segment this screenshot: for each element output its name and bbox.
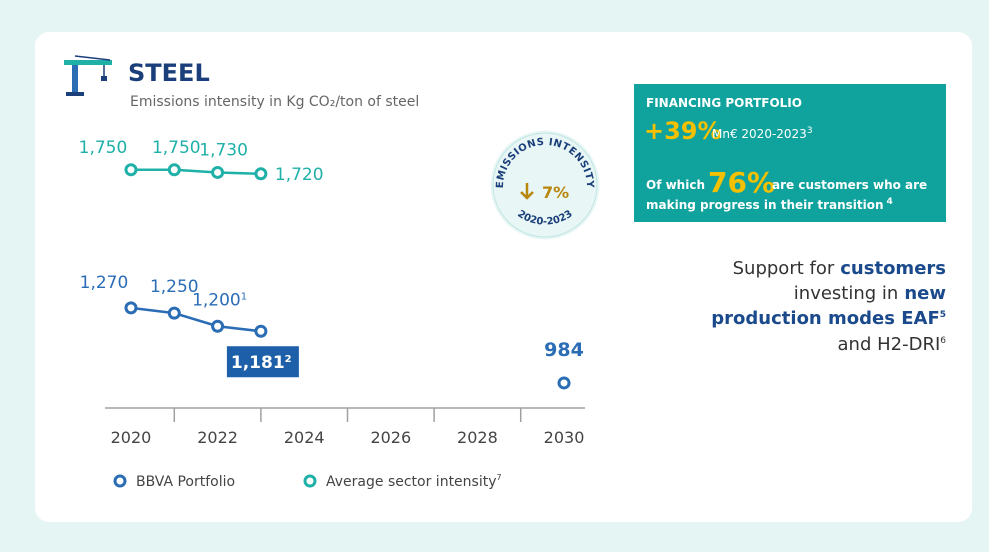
- value-label: 1,720: [275, 165, 324, 185]
- value-label: 1,2001: [192, 290, 247, 310]
- value-label: 1,750: [152, 138, 201, 158]
- financing-title: FINANCING PORTFOLIO: [646, 96, 802, 110]
- x-tick-label: 2028: [457, 428, 498, 447]
- value-label-text: 1,750: [79, 138, 128, 158]
- data-point: [124, 163, 138, 177]
- x-tick-label: 2022: [197, 428, 238, 447]
- value-label-note: 2: [285, 354, 292, 365]
- share: 76%: [708, 166, 775, 199]
- share-text2: making progress in their transition: [646, 198, 884, 212]
- down-arrow: [520, 183, 534, 200]
- value-label: 1,750: [79, 138, 128, 158]
- legend-text: BBVA Portfolio: [136, 474, 235, 490]
- support-plain: and H2-DRI: [838, 334, 941, 355]
- share-text: are customers who are: [772, 178, 927, 192]
- support-line: Support for customers: [733, 258, 946, 279]
- value-label: 1,730: [199, 140, 248, 160]
- data-point: [211, 165, 225, 179]
- legend-note: 7: [497, 473, 502, 482]
- financing-growth-text: Mn€ 2020-20233: [712, 126, 813, 141]
- financing-bg: [634, 84, 946, 222]
- legend-marker: [113, 474, 127, 488]
- value-label-text: 1,270: [80, 273, 129, 293]
- badge-ring: [492, 132, 598, 238]
- growth-ref: 3: [807, 126, 813, 136]
- value-label-text: 1,181: [231, 353, 285, 373]
- share-text-2: making progress in their transition 4: [646, 197, 893, 212]
- data-point: [167, 306, 181, 320]
- support-text: Support for customers investing in new pro…: [711, 258, 946, 355]
- data-point: [254, 324, 268, 338]
- data-point: [254, 167, 268, 181]
- support-ref: 6: [940, 336, 946, 346]
- value-label-text: 1,250: [150, 277, 199, 297]
- value-label-text: 984: [544, 339, 584, 361]
- financing-box: FINANCING PORTFOLIO +39% Mn€ 2020-20233 …: [634, 84, 946, 222]
- legend-label: Average sector intensity7: [326, 473, 502, 490]
- share-ref: 4: [887, 197, 893, 207]
- value-label-box: [226, 346, 299, 378]
- value-label: 1,270: [80, 273, 129, 293]
- support-plain: Support for: [733, 258, 835, 279]
- support-line: and H2-DRI6: [838, 334, 947, 355]
- support-line: investing in new: [794, 283, 946, 304]
- value-label-text: 1,200: [192, 290, 241, 310]
- x-tick-label: 2030: [544, 428, 585, 447]
- financing-growth: +39%: [644, 117, 722, 145]
- badge-change: 7%: [542, 183, 569, 202]
- value-label: 984: [544, 339, 584, 361]
- value-label-note: 1: [241, 291, 247, 302]
- badge: EMISSIONS INTENSITY 2020-2023 7%: [487, 127, 603, 243]
- title: STEEL: [128, 59, 210, 87]
- data-point: [167, 163, 181, 177]
- series-line: [130, 168, 261, 176]
- support-ref: 5: [940, 310, 946, 320]
- x-tick-label: 2024: [284, 428, 325, 447]
- crane-icon: [64, 55, 112, 96]
- value-label: 1,1812: [231, 353, 292, 373]
- growth-text: Mn€ 2020-2023: [712, 127, 807, 141]
- value-label-text: 1,750: [152, 138, 201, 158]
- data-point: [211, 319, 225, 333]
- value-label-text: 1,730: [199, 140, 248, 160]
- data-point: [124, 301, 138, 315]
- legend-marker: [303, 474, 317, 488]
- support-plain: investing in: [794, 283, 899, 304]
- legend-label: BBVA Portfolio: [136, 474, 235, 490]
- badge-circle: [487, 127, 603, 243]
- value-label: 1,250: [150, 277, 199, 297]
- x-tick-label: 2026: [370, 428, 411, 447]
- x-tick-label: 2020: [111, 428, 152, 447]
- support-bold: new: [904, 283, 946, 304]
- legend-text: Average sector intensity: [326, 474, 497, 490]
- subtitle: Emissions intensity in Kg CO₂/ton of ste…: [130, 94, 419, 110]
- value-label-text: 1,720: [275, 165, 324, 185]
- support-bold: customers: [840, 258, 946, 279]
- support-line: production modes EAF5: [711, 308, 946, 329]
- data-point: [557, 376, 571, 390]
- support-bold: production modes EAF: [711, 308, 939, 329]
- share-prefix: Of which: [646, 178, 705, 192]
